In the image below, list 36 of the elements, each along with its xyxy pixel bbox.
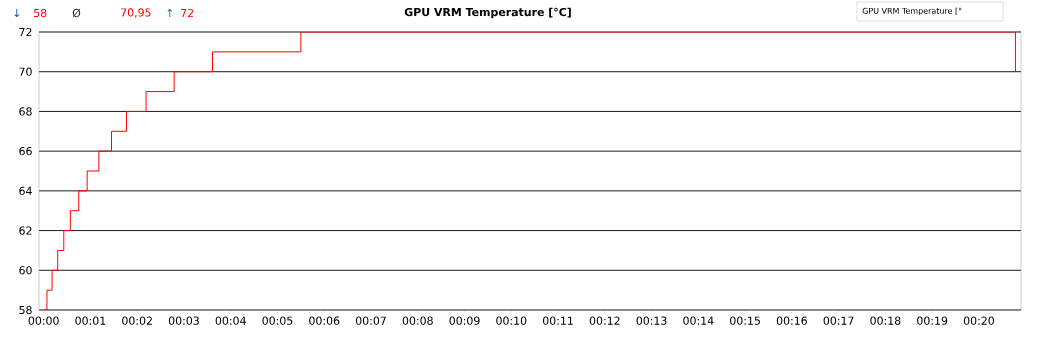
x-tick-label: 00:11 bbox=[543, 316, 573, 325]
chart-title: GPU VRM Temperature [°C] bbox=[404, 7, 571, 19]
x-tick-label: 00:14 bbox=[683, 316, 714, 325]
text: ↑ bbox=[167, 9, 173, 18]
x-tick-label: 00:13 bbox=[636, 316, 667, 325]
x-tick-label: 00:02 bbox=[122, 316, 152, 325]
x-tick-label: 00:06 bbox=[309, 316, 340, 325]
text: ↓ bbox=[14, 8, 20, 18]
x-tick-label: 00:01 bbox=[75, 316, 106, 325]
x-tick-label: 00:04 bbox=[215, 316, 246, 325]
x-tick-label: 00:10 bbox=[496, 316, 527, 325]
x-tick-label: 00:17 bbox=[823, 316, 854, 325]
x-tick-label: 00:15 bbox=[730, 316, 760, 325]
x-tick-label: 00:19 bbox=[917, 316, 948, 325]
x-tick-label: 00:09 bbox=[449, 316, 480, 325]
text: Ø bbox=[72, 8, 81, 18]
y-tick-label: 70 bbox=[19, 67, 32, 76]
y-tick-label: 64 bbox=[19, 186, 32, 195]
x-tick-label: 00:00 bbox=[28, 316, 59, 325]
x-tick-label: 00:05 bbox=[262, 316, 293, 325]
y-tick-label: 62 bbox=[19, 226, 32, 235]
x-tick-label: 00:16 bbox=[776, 316, 807, 325]
text: 72 bbox=[181, 8, 194, 18]
y-tick-label: 58 bbox=[19, 305, 32, 315]
y-tick-label: 60 bbox=[19, 266, 32, 275]
x-tick-label: 00:20 bbox=[963, 316, 994, 325]
x-tick-label: 00:07 bbox=[355, 316, 386, 325]
x-tick-label: 00:08 bbox=[402, 316, 433, 325]
x-tick-label: 00:12 bbox=[589, 316, 620, 325]
text: 70,95 bbox=[121, 8, 151, 18]
x-tick-label: 00:18 bbox=[870, 316, 901, 325]
y-tick-label: 72 bbox=[19, 27, 32, 37]
text: 58 bbox=[34, 8, 47, 18]
x-tick-label: 00:03 bbox=[168, 316, 199, 325]
y-tick-label: 68 bbox=[19, 107, 32, 116]
y-tick-label: 66 bbox=[19, 147, 32, 156]
